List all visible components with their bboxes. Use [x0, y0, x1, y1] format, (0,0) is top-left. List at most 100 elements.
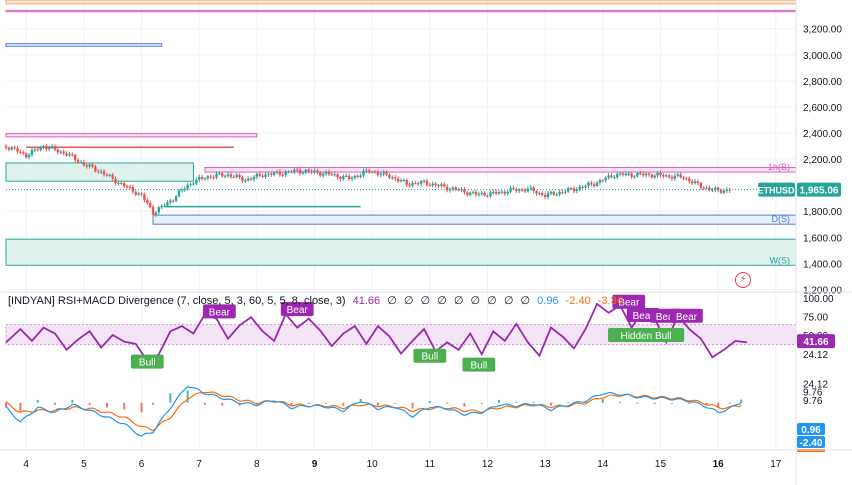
candle-body [385, 171, 388, 175]
macd-hist-bar [480, 402, 483, 404]
time-axis-label: 14 [597, 459, 609, 470]
candle-body [405, 179, 408, 185]
macd-axis-label: 9.76 [803, 396, 823, 407]
candle-body [339, 177, 342, 179]
candle-body [688, 178, 691, 182]
zone-box [5, 43, 163, 47]
candle-body [595, 182, 599, 186]
bull-label: Bull [139, 358, 156, 369]
candle-body [543, 195, 547, 198]
symbol-tag: ETHUSD [757, 186, 795, 196]
macd-hist-bar [186, 390, 189, 403]
candle-body [711, 189, 714, 191]
candle-body [108, 174, 111, 176]
candle-body [653, 175, 656, 178]
macd-hist-bar [203, 402, 206, 405]
macd-hist-bar [19, 402, 22, 413]
macd-hist-bar [619, 401, 622, 403]
candle-body [19, 151, 22, 153]
candle-body [590, 182, 593, 185]
candle-body [414, 183, 417, 185]
candle-body [258, 173, 261, 176]
candle-body [53, 146, 57, 150]
candle-body [99, 171, 103, 173]
signal-value-tag: -2.40 [800, 438, 823, 449]
zone-label: W(S) [770, 255, 791, 265]
candle-body [7, 147, 11, 150]
macd-hist-bar [515, 401, 518, 403]
macd-hist-bar [359, 398, 362, 403]
candle-body [169, 200, 172, 203]
zone-box [152, 214, 797, 225]
candle-body [428, 185, 432, 187]
candle-body [558, 191, 561, 195]
candle-body [244, 180, 247, 182]
candle-body [641, 173, 645, 176]
indicator-signal-value: -2.40 [565, 295, 591, 307]
candle-body [223, 175, 227, 177]
candle-body [235, 174, 238, 177]
alert-clock-icon[interactable]: ⚡ [735, 272, 751, 288]
candle-body [633, 176, 636, 178]
zone-box [5, 162, 194, 182]
candle-body [128, 186, 132, 188]
candle-body [644, 173, 648, 176]
candle-body [419, 180, 423, 184]
time-axis-label: 11 [425, 459, 436, 470]
macd-hist-bar [376, 402, 379, 406]
macd-hist-bar [653, 402, 656, 404]
candle-body [535, 191, 538, 194]
macd-line [5, 385, 742, 437]
candle-body [27, 154, 31, 158]
candle-body [532, 187, 535, 192]
macd-hist-bar [532, 401, 535, 403]
candle-body [391, 177, 394, 179]
candle-body [39, 147, 42, 150]
candle-body [682, 177, 685, 179]
candle-body [650, 174, 654, 178]
candle-body [662, 175, 665, 177]
candle-body [241, 177, 244, 181]
indicator-zero-5: ∅ [453, 295, 464, 307]
macd-hist-bar [290, 402, 293, 406]
zone-label: 1h(B) [768, 162, 790, 172]
candle-body [489, 192, 492, 196]
candle-body [440, 184, 443, 186]
bull-label: Bull [471, 361, 488, 372]
candle-body [647, 173, 651, 175]
candle-body [417, 183, 420, 185]
candle-body [356, 175, 359, 177]
candle-body [45, 146, 48, 150]
rsi-axis-label: 100.00 [803, 294, 834, 305]
time-axis-label: 6 [139, 459, 145, 470]
candle-body [667, 175, 671, 177]
candle-body [319, 172, 322, 176]
time-axis-label: 4 [23, 459, 29, 470]
candle-body [685, 178, 688, 180]
candle-body [506, 191, 509, 194]
candle-body [665, 175, 668, 177]
bull-label-box [413, 348, 447, 363]
price-axis-label: 2,800.00 [803, 77, 842, 88]
candle-body [399, 180, 403, 182]
candle-body [71, 154, 74, 156]
time-axis-label: 5 [81, 459, 87, 470]
candle-body [630, 173, 633, 177]
candle-body [422, 180, 426, 182]
bear-label: Bear [656, 312, 678, 323]
candle-body [627, 173, 630, 175]
indicator-zero-7: ∅ [487, 295, 497, 307]
candle-body [197, 176, 201, 180]
candle-body [696, 181, 700, 183]
candle-body [466, 192, 469, 195]
candle-body [402, 179, 406, 181]
price-axis-label: 1,800.00 [803, 207, 842, 218]
candle-body [226, 174, 230, 176]
candle-body [350, 177, 354, 180]
candle-body [497, 192, 501, 194]
bull-label: Hidden Bull [620, 331, 671, 342]
candle-body [287, 171, 290, 173]
macd-hist-bar [688, 402, 691, 404]
candle-body [76, 159, 80, 163]
